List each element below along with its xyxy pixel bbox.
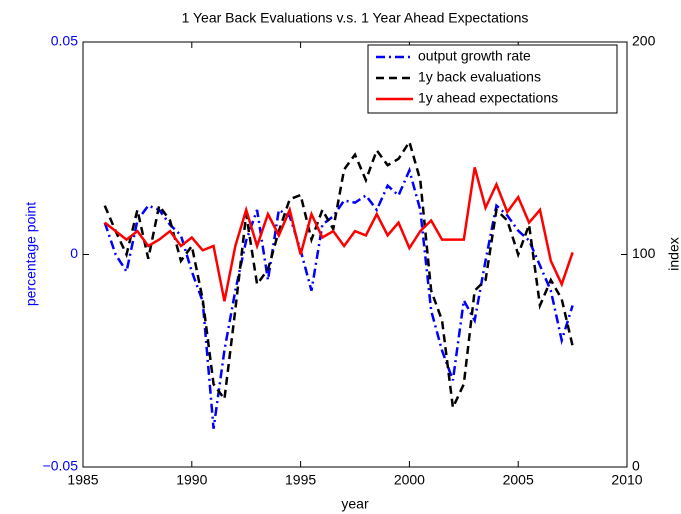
x-tick-label: 2005 xyxy=(503,472,534,488)
y2-axis-label: index xyxy=(666,237,681,270)
x-tick-label: 1995 xyxy=(285,472,316,488)
chart-title: 1 Year Back Evaluations v.s. 1 Year Ahea… xyxy=(182,10,529,26)
x-tick-label: 2000 xyxy=(394,472,425,488)
y2-tick-label: 200 xyxy=(632,33,656,49)
y-axis-label: percentage point xyxy=(23,202,39,306)
y2-tick-label: 0 xyxy=(632,458,640,474)
x-axis-label: year xyxy=(341,496,369,512)
legend-label: output growth rate xyxy=(418,48,531,64)
y-tick-label: −0.05 xyxy=(43,458,79,474)
series-line xyxy=(103,167,574,302)
y-tick-label: 0 xyxy=(70,245,78,261)
series-line xyxy=(103,138,574,412)
x-tick-label: 2010 xyxy=(611,472,642,488)
x-tick-label: 1985 xyxy=(67,472,98,488)
series-line xyxy=(103,166,574,429)
y-tick-label: 0.05 xyxy=(51,33,78,49)
legend-label: 1y ahead expectations xyxy=(418,90,558,106)
y2-tick-label: 100 xyxy=(632,245,656,261)
legend-label: 1y back evaluations xyxy=(418,69,541,85)
x-tick-label: 1990 xyxy=(176,472,207,488)
